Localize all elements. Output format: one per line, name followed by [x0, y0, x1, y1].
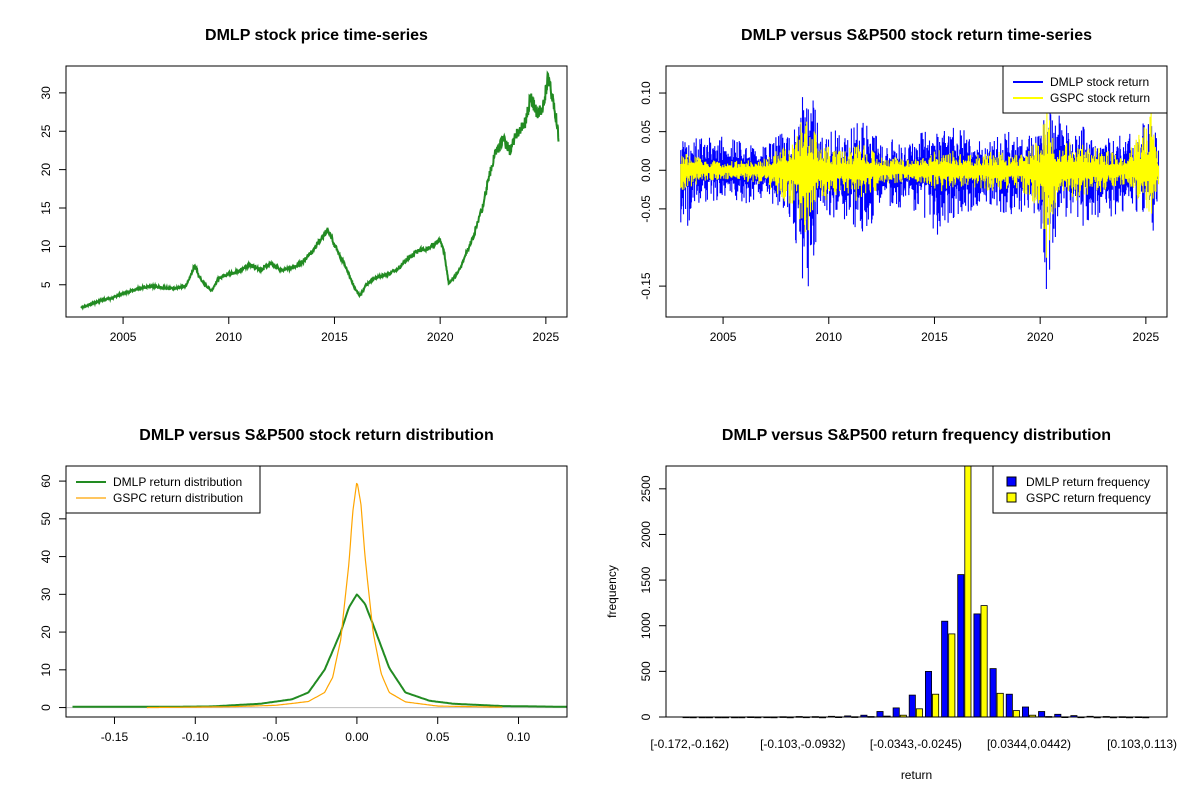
- x-tick-label: 0.05: [426, 730, 450, 744]
- x-tick-label: 2015: [921, 330, 948, 344]
- y-tick-label: 0: [39, 704, 53, 711]
- y-tick-label: 0.05: [639, 120, 653, 144]
- dmlp-bar: [1038, 711, 1046, 718]
- y-tick-label: 2500: [639, 475, 653, 502]
- x-tick-label: -0.10: [182, 730, 210, 744]
- legend-swatch-dmlp: [1006, 476, 1017, 487]
- y-tick-label: -0.05: [639, 195, 653, 223]
- y-tick-label: 1500: [639, 566, 653, 593]
- gspc-bar: [980, 605, 988, 718]
- x-tick-label: -0.05: [262, 730, 290, 744]
- legend-box: [992, 465, 1168, 514]
- y-tick-label: 10: [39, 663, 53, 677]
- y-tick-label: 30: [39, 587, 53, 601]
- y-tick-label: 500: [639, 661, 653, 681]
- x-tick-label: 2010: [215, 330, 242, 344]
- y-tick-label: 15: [39, 201, 53, 215]
- dmlp-bar: [973, 613, 981, 718]
- dmlp-bar: [1005, 693, 1013, 718]
- x-tick-label: 2025: [533, 330, 560, 344]
- price-series-line: [80, 70, 560, 311]
- legend-box: [1002, 65, 1168, 114]
- dmlp-bar: [892, 707, 900, 718]
- y-tick-label: 40: [39, 550, 53, 564]
- legend-label-dmlp: DMLP stock return: [1050, 75, 1149, 89]
- x-category-label: [0.103,0.113): [1107, 737, 1177, 751]
- x-category-label: [-0.172,-0.162): [650, 737, 729, 751]
- dmlp-bar: [989, 668, 997, 718]
- y-tick-label: 50: [39, 512, 53, 526]
- gspc-bar: [948, 633, 956, 718]
- plot-frame: [65, 65, 568, 318]
- legend-swatch-gspc: [1006, 492, 1017, 503]
- x-tick-label: 2015: [321, 330, 348, 344]
- chart-title: DMLP versus S&P500 return frequency dist…: [722, 427, 1111, 444]
- gspc-return-series: [680, 105, 1160, 258]
- dmlp-bar: [1022, 706, 1030, 718]
- x-tick-label: 2005: [710, 330, 737, 344]
- legend-label-gspc: GSPC return frequency: [1026, 491, 1151, 505]
- dmlp-bar: [957, 574, 965, 718]
- x-tick-label: 2020: [427, 330, 454, 344]
- x-tick-label: -0.15: [101, 730, 129, 744]
- gspc-density-curve: [146, 482, 503, 709]
- chart-title: DMLP versus S&P500 stock return time-ser…: [741, 27, 1092, 44]
- x-tick-label: 2020: [1027, 330, 1054, 344]
- y-tick-label: -0.15: [639, 272, 653, 300]
- gspc-bar: [996, 692, 1004, 718]
- gspc-bar: [915, 708, 923, 718]
- y-tick-label: 5: [39, 281, 53, 288]
- chart-title: DMLP stock price time-series: [205, 27, 428, 44]
- dmlp-bar: [925, 671, 933, 718]
- y-tick-label: 25: [39, 124, 53, 138]
- x-tick-label: 2005: [110, 330, 137, 344]
- x-tick-label: 0.00: [345, 730, 369, 744]
- y-tick-label: 10: [39, 239, 53, 253]
- x-axis-title: return: [901, 768, 932, 782]
- dmlp-bar: [908, 694, 916, 718]
- gspc-bar: [964, 465, 972, 718]
- legend-label-dmlp: DMLP return frequency: [1026, 475, 1150, 489]
- y-tick-label: 20: [39, 625, 53, 639]
- y-tick-label: 20: [39, 163, 53, 177]
- y-tick-label: 1000: [639, 612, 653, 639]
- x-category-label: [0.0344,0.0442): [987, 737, 1071, 751]
- y-tick-label: 30: [39, 86, 53, 100]
- y-tick-label: 60: [39, 474, 53, 488]
- x-category-label: [-0.0343,-0.0245): [870, 737, 962, 751]
- x-tick-label: 2025: [1133, 330, 1160, 344]
- gspc-bar: [932, 693, 940, 718]
- x-category-label: [-0.103,-0.0932): [760, 737, 845, 751]
- legend-label-gspc: GSPC stock return: [1050, 91, 1150, 105]
- dmlp-bar: [876, 711, 884, 718]
- y-tick-label: 0: [639, 713, 653, 720]
- dmlp-density-curve: [72, 593, 567, 708]
- y-tick-label: 0.10: [639, 81, 653, 105]
- x-tick-label: 0.10: [507, 730, 531, 744]
- legend-label-dmlp: DMLP return distribution: [113, 475, 242, 489]
- legend-label-gspc: GSPC return distribution: [113, 491, 243, 505]
- chart-title: DMLP versus S&P500 stock return distribu…: [139, 427, 493, 444]
- x-tick-label: 2010: [815, 330, 842, 344]
- y-axis-title: frequency: [605, 565, 619, 618]
- y-tick-label: 0.00: [639, 158, 653, 182]
- legend-box: [65, 465, 261, 514]
- y-tick-label: 2000: [639, 521, 653, 548]
- dmlp-bar: [941, 620, 949, 718]
- gspc-bar: [1012, 710, 1020, 718]
